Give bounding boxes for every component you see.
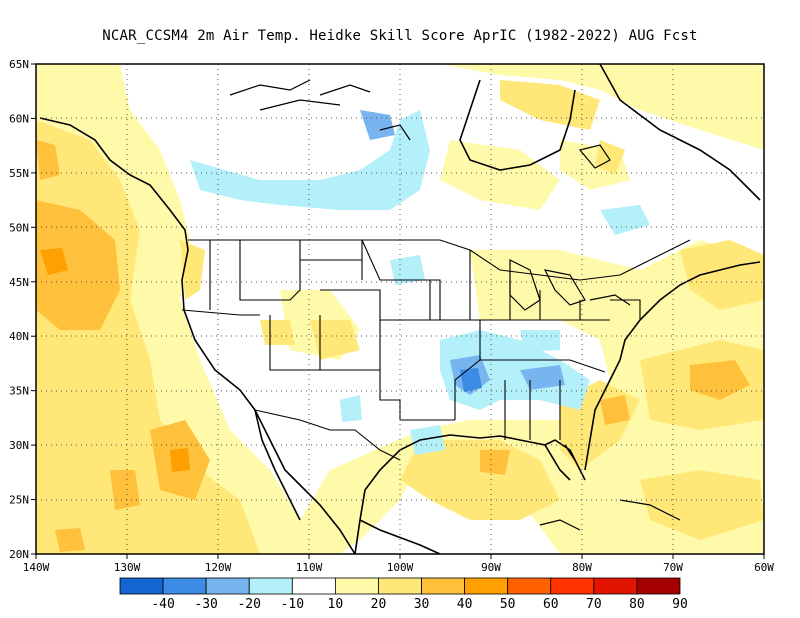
y-tick-label: 50N — [9, 221, 29, 234]
colorbar-label: 20 — [371, 597, 387, 612]
colorbar-swatch — [550, 577, 595, 595]
colorbar-label: -30 — [194, 597, 217, 612]
x-tick-label: 80W — [572, 561, 592, 574]
skill-minus30-minus40-areas — [460, 368, 482, 392]
y-tick-label: 45N — [9, 276, 29, 289]
y-tick-label: 30N — [9, 439, 29, 452]
colorbar-label: 80 — [629, 597, 645, 612]
colorbar-label: 10 — [328, 597, 344, 612]
colorbar-swatch — [378, 577, 422, 595]
longitude-ticks: 140W 130W 120W 110W 100W 90W 80W 70W 60W — [23, 554, 774, 574]
skill-minus10-minus20-areas — [190, 110, 650, 455]
x-tick-label: 120W — [205, 561, 232, 574]
x-tick-label: 110W — [296, 561, 323, 574]
colorbar-swatch — [593, 577, 638, 595]
colorbar-label: -20 — [237, 597, 260, 612]
y-tick-label: 55N — [9, 167, 29, 180]
y-tick-label: 25N — [9, 494, 29, 507]
x-tick-label: 140W — [23, 561, 50, 574]
colorbar-label: -40 — [151, 597, 174, 612]
colorbar-swatch — [464, 577, 509, 595]
colorbar-swatch — [507, 577, 552, 595]
colorbar-label: 50 — [500, 597, 516, 612]
graticule — [36, 64, 764, 554]
colorbar-swatch — [291, 577, 336, 595]
colorbar-swatch — [162, 577, 207, 595]
colorbar: -40 -30 -20 -10 10 20 30 40 50 60 70 80 90 — [119, 577, 688, 612]
y-tick-label: 65N — [9, 58, 29, 71]
y-tick-label: 60N — [9, 112, 29, 125]
skill-field — [36, 64, 764, 554]
political-borders — [181, 239, 691, 461]
colorbar-label: 40 — [457, 597, 473, 612]
colorbar-label: 30 — [414, 597, 430, 612]
colorbar-swatch — [248, 577, 293, 595]
x-tick-label: 70W — [663, 561, 683, 574]
colorbar-swatch — [421, 577, 466, 595]
colorbar-label: 70 — [586, 597, 602, 612]
x-tick-label: 60W — [754, 561, 774, 574]
x-tick-label: 130W — [114, 561, 141, 574]
colorbar-swatch — [636, 577, 681, 595]
colorbar-swatch — [119, 577, 164, 595]
colorbar-label: -10 — [281, 597, 304, 612]
colorbar-label: 60 — [543, 597, 559, 612]
skill-30-40-areas — [36, 140, 750, 552]
y-tick-label: 40N — [9, 330, 29, 343]
y-tick-label: 20N — [9, 548, 29, 561]
latitude-ticks: 65N 60N 55N 50N 45N 40N 35N 30N 25N 20N — [9, 58, 36, 561]
map-title: NCAR_CCSM4 2m Air Temp. Heidke Skill Sco… — [102, 28, 698, 44]
skill-40-50-areas — [40, 248, 190, 472]
y-tick-label: 35N — [9, 385, 29, 398]
x-tick-label: 90W — [481, 561, 501, 574]
colorbar-swatch — [334, 577, 379, 595]
x-tick-label: 100W — [387, 561, 414, 574]
colorbar-swatch — [205, 577, 250, 595]
colorbar-label: 90 — [672, 597, 688, 612]
